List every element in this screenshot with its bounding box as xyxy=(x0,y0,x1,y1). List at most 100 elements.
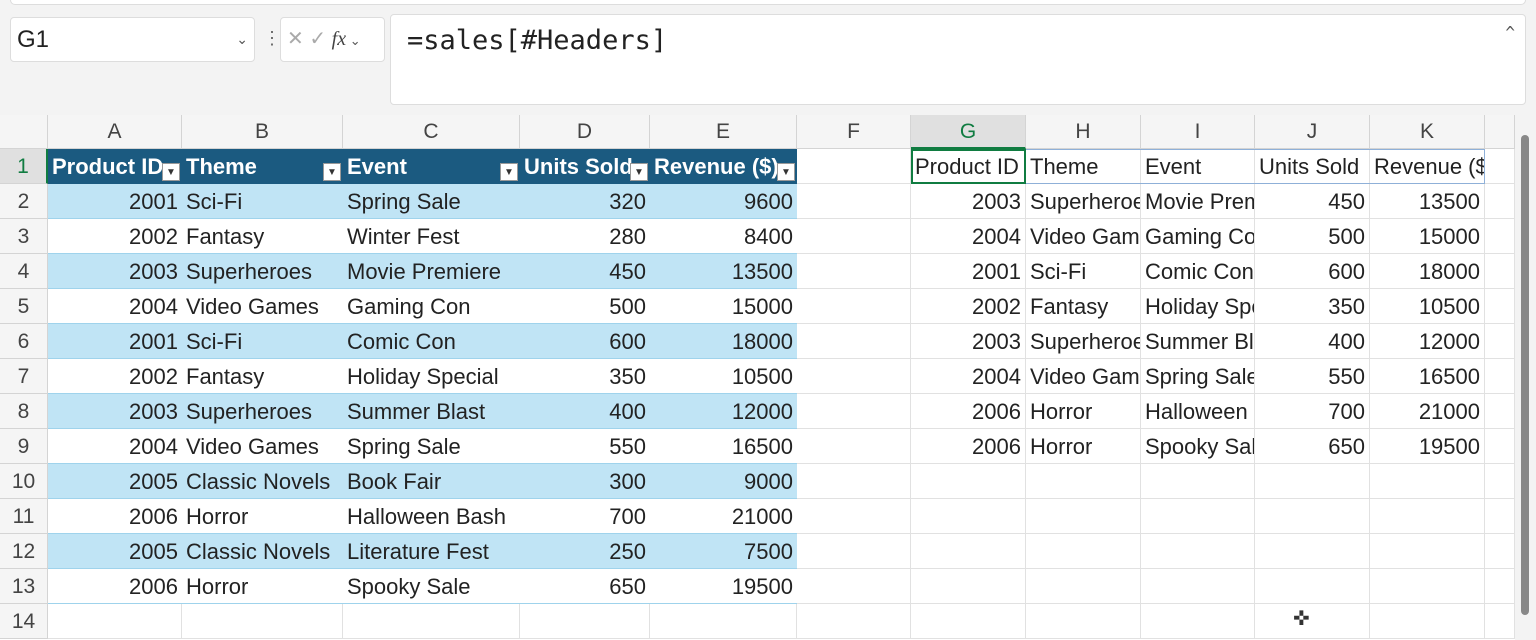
cell[interactable] xyxy=(797,254,911,289)
cell[interactable] xyxy=(1485,324,1515,359)
row-header[interactable]: 7 xyxy=(0,359,48,394)
cell[interactable] xyxy=(48,604,182,639)
table-cell[interactable]: Spring Sale xyxy=(1141,359,1255,394)
table-cell[interactable]: Sci-Fi xyxy=(1026,254,1141,289)
cell[interactable] xyxy=(1255,569,1370,604)
cell[interactable] xyxy=(1485,604,1515,639)
table-cell[interactable]: 21000 xyxy=(650,499,797,534)
cell[interactable] xyxy=(797,324,911,359)
cell[interactable] xyxy=(1026,604,1141,639)
table-cell[interactable]: 350 xyxy=(1255,289,1370,324)
table-cell[interactable]: Sci-Fi xyxy=(182,184,343,219)
row-header[interactable]: 5 xyxy=(0,289,48,324)
row-header[interactable]: 12 xyxy=(0,534,48,569)
table-cell[interactable]: Movie Premiere xyxy=(343,254,520,289)
row-header[interactable]: 8 xyxy=(0,394,48,429)
row-header[interactable]: 10 xyxy=(0,464,48,499)
table-cell[interactable]: Gaming Con xyxy=(343,289,520,324)
row-header[interactable]: 4 xyxy=(0,254,48,289)
table-cell[interactable]: 2003 xyxy=(48,254,182,289)
table-cell[interactable]: 15000 xyxy=(1370,219,1485,254)
table-cell[interactable]: Winter Fest xyxy=(343,219,520,254)
cell[interactable] xyxy=(1485,289,1515,324)
table-cell[interactable]: 15000 xyxy=(650,289,797,324)
cell[interactable] xyxy=(797,569,911,604)
table-cell[interactable]: 10500 xyxy=(650,359,797,394)
table-cell[interactable]: Video Games xyxy=(1026,219,1141,254)
table-cell[interactable]: Book Fair xyxy=(343,464,520,499)
table-cell[interactable]: Holiday Special xyxy=(343,359,520,394)
table-cell[interactable]: Summer Blast xyxy=(343,394,520,429)
cell[interactable] xyxy=(1026,499,1141,534)
table-cell[interactable]: Fantasy xyxy=(182,219,343,254)
cell[interactable] xyxy=(1485,394,1515,429)
table-cell[interactable]: 2005 xyxy=(48,534,182,569)
table-cell[interactable]: 19500 xyxy=(1370,429,1485,464)
formula-buttons[interactable]: ✕ ✓ fx ⌄ xyxy=(280,17,385,62)
cell[interactable] xyxy=(1141,604,1255,639)
header-cell[interactable]: Product ID xyxy=(48,149,182,184)
formula-bar[interactable]: =sales[#Headers] ^ xyxy=(390,14,1526,105)
table-cell[interactable]: Comic Con xyxy=(343,324,520,359)
table-cell[interactable]: 9000 xyxy=(650,464,797,499)
table-cell[interactable]: 2002 xyxy=(911,289,1026,324)
table-cell[interactable]: Comic Con xyxy=(1141,254,1255,289)
table-cell[interactable]: 7500 xyxy=(650,534,797,569)
cell[interactable] xyxy=(1485,569,1515,604)
table-cell[interactable]: Classic Novels xyxy=(182,464,343,499)
table-cell[interactable]: 16500 xyxy=(650,429,797,464)
table-cell[interactable]: Horror xyxy=(182,499,343,534)
row-header[interactable]: 6 xyxy=(0,324,48,359)
cell[interactable] xyxy=(1485,184,1515,219)
table-cell[interactable]: Summer Blast xyxy=(1141,324,1255,359)
table-cell[interactable]: 600 xyxy=(520,324,650,359)
table-cell[interactable]: 2006 xyxy=(911,394,1026,429)
cell[interactable] xyxy=(1141,499,1255,534)
cell[interactable] xyxy=(1141,569,1255,604)
cell[interactable] xyxy=(797,289,911,324)
cell[interactable] xyxy=(797,359,911,394)
table-cell[interactable]: 700 xyxy=(1255,394,1370,429)
table-cell[interactable]: 9600 xyxy=(650,184,797,219)
table-cell[interactable]: Horror xyxy=(182,569,343,604)
table-cell[interactable]: 400 xyxy=(520,394,650,429)
column-header[interactable]: D xyxy=(520,115,650,149)
column-header[interactable]: C xyxy=(343,115,520,149)
table-cell[interactable]: Fantasy xyxy=(1026,289,1141,324)
table-cell[interactable]: Superheroes xyxy=(182,394,343,429)
cell[interactable] xyxy=(911,604,1026,639)
table-cell[interactable]: 450 xyxy=(520,254,650,289)
table-cell[interactable]: 21000 xyxy=(1370,394,1485,429)
table-cell[interactable]: Superheroes xyxy=(1026,324,1141,359)
table-cell[interactable]: Horror xyxy=(1026,394,1141,429)
table-cell[interactable]: 550 xyxy=(1255,359,1370,394)
filter-button[interactable]: ▼ xyxy=(630,163,648,181)
column-header[interactable] xyxy=(1485,115,1515,149)
table-cell[interactable]: 2006 xyxy=(911,429,1026,464)
table-cell[interactable]: Movie Premiere xyxy=(1141,184,1255,219)
table-cell[interactable]: 2004 xyxy=(48,429,182,464)
column-header[interactable]: F xyxy=(797,115,911,149)
table-cell[interactable]: 400 xyxy=(1255,324,1370,359)
table-cell[interactable]: 2001 xyxy=(48,324,182,359)
cell[interactable] xyxy=(343,604,520,639)
header-cell[interactable]: Units Sold xyxy=(520,149,650,184)
row-header[interactable]: 13 xyxy=(0,569,48,604)
table-cell[interactable]: 12000 xyxy=(1370,324,1485,359)
table-cell[interactable]: Video Games xyxy=(1026,359,1141,394)
table-cell[interactable]: Classic Novels xyxy=(182,534,343,569)
scroll-thumb[interactable] xyxy=(1521,135,1529,615)
table-cell[interactable]: 18000 xyxy=(650,324,797,359)
table-cell[interactable]: 2003 xyxy=(911,324,1026,359)
table-cell[interactable]: 12000 xyxy=(650,394,797,429)
cell[interactable] xyxy=(1026,534,1141,569)
table-cell[interactable]: 2004 xyxy=(911,359,1026,394)
table-cell[interactable]: Halloween Bash xyxy=(1141,394,1255,429)
cell[interactable] xyxy=(1485,359,1515,394)
cell[interactable] xyxy=(797,149,911,184)
row-header[interactable]: 3 xyxy=(0,219,48,254)
cell[interactable] xyxy=(1370,464,1485,499)
cell[interactable] xyxy=(797,499,911,534)
row-header[interactable]: 11 xyxy=(0,499,48,534)
cell[interactable] xyxy=(797,604,911,639)
